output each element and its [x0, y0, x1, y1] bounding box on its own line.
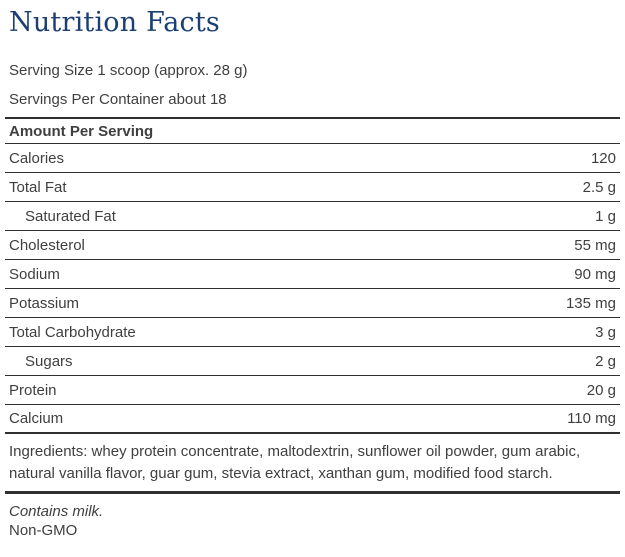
table-row: Cholesterol 55 mg — [5, 231, 620, 260]
table-row: Total Fat 2.5 g — [5, 173, 620, 202]
row-value: 1 g — [595, 207, 616, 225]
table-row: Protein 20 g — [5, 376, 620, 405]
row-value: 120 — [590, 149, 616, 167]
row-value: 2.5 g — [582, 178, 616, 196]
page-title: Nutrition Facts — [9, 7, 220, 38]
row-label: Calcium — [9, 410, 64, 427]
non-gmo-text: Non-GMO — [9, 522, 78, 539]
row-value: 2 g — [595, 352, 616, 370]
row-value: 20 g — [586, 381, 616, 399]
row-value: 135 mg — [565, 294, 616, 312]
row-label: Saturated Fat — [25, 207, 116, 225]
nutrition-rows: Calories 120 Total Fat 2.5 g Saturated F… — [5, 144, 620, 434]
table-row: Total Carbohydrate 3 g — [5, 318, 620, 347]
table-row: Sugars 2 g — [5, 347, 620, 376]
row-label: Total Fat — [9, 178, 67, 196]
row-value: 90 mg — [574, 265, 616, 283]
servings-per-container: Servings Per Container about 18 — [9, 91, 227, 108]
row-label: Calories — [9, 149, 65, 167]
table-row: Calcium 110 mg — [5, 405, 620, 434]
row-label: Sugars — [25, 352, 73, 370]
row-label: Potassium — [9, 294, 80, 312]
nutrition-table: Amount Per Serving Calories 120 Total Fa… — [5, 117, 620, 434]
ingredients-text: Ingredients: whey protein concentrate, m… — [5, 434, 620, 494]
amount-per-serving-header: Amount Per Serving — [5, 117, 620, 144]
row-label: Total Carbohydrate — [9, 323, 136, 341]
nutrition-facts-panel: Nutrition Facts Serving Size 1 scoop (ap… — [0, 6, 625, 540]
table-row: Saturated Fat 1 g — [5, 202, 620, 231]
amount-per-serving-label: Amount Per Serving — [9, 122, 154, 140]
table-row: Potassium 135 mg — [5, 289, 620, 318]
allergen-text: Contains milk. — [9, 503, 104, 520]
row-value: 3 g — [595, 323, 616, 341]
row-value: 55 mg — [574, 236, 616, 254]
serving-size: Serving Size 1 scoop (approx. 28 g) — [9, 62, 248, 79]
table-row: Sodium 90 mg — [5, 260, 620, 289]
row-label: Cholesterol — [9, 236, 85, 254]
table-row: Calories 120 — [5, 144, 620, 173]
row-label: Protein — [9, 381, 57, 399]
row-label: Sodium — [9, 265, 60, 283]
row-value: 110 mg — [567, 410, 616, 427]
